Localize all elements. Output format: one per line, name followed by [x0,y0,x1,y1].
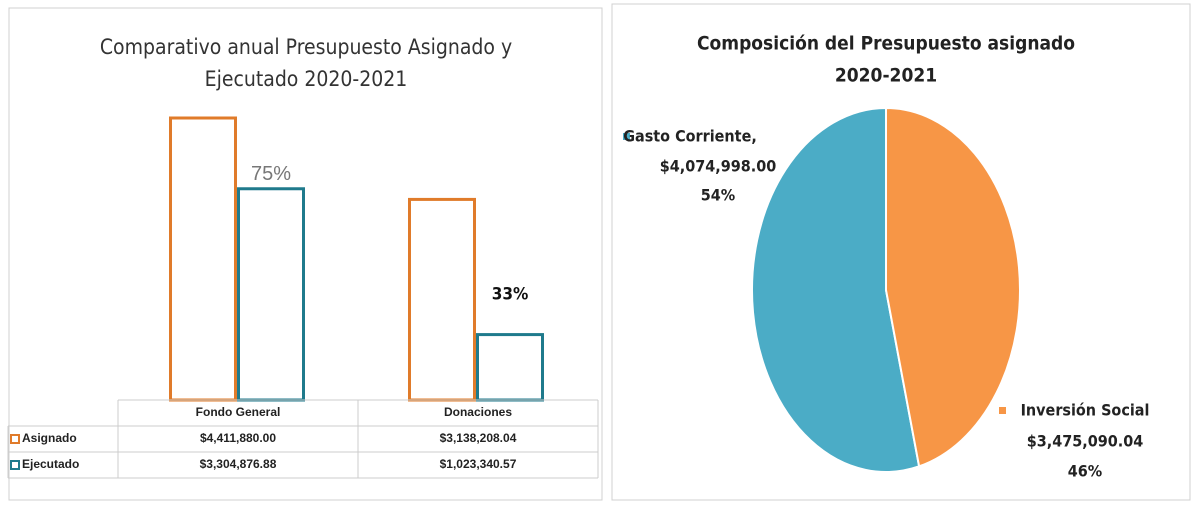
data-label: 75% [251,163,291,185]
legend-label: Ejecutado [22,457,79,471]
legend-swatch [999,407,1006,414]
legend-swatch [10,434,20,444]
data-label: 33% [492,285,529,305]
data-label: Gasto Corriente, [623,127,757,146]
table-cell: $1,023,340.57 [440,457,517,471]
data-label: Inversión Social [1021,401,1150,420]
table-cell: $4,411,880.00 [200,431,276,445]
table-cell: $3,304,876.88 [200,457,277,471]
chart-subtitle: Ejecutado 2020-2021 [205,67,408,91]
legend-swatch [623,133,630,140]
pie-slice [751,106,921,473]
chart-subtitle: 2020-2021 [835,65,937,87]
legend-swatch [10,460,20,470]
table-header: Fondo General [196,405,281,419]
data-label: 46% [1068,462,1102,481]
data-label: $3,475,090.04 [1027,432,1144,451]
legend-label: Asignado [22,431,77,445]
table-header: Donaciones [444,405,512,419]
chart-title: Composición del Presupuesto asignado [697,33,1075,55]
pie-slice [885,106,1021,468]
chart-title: Comparativo anual Presupuesto Asignado y [100,35,512,59]
data-label: 54% [701,186,735,205]
table-cell: $3,138,208.04 [440,431,517,445]
bar-panel [8,7,603,501]
data-label: $4,074,998.00 [660,157,777,176]
